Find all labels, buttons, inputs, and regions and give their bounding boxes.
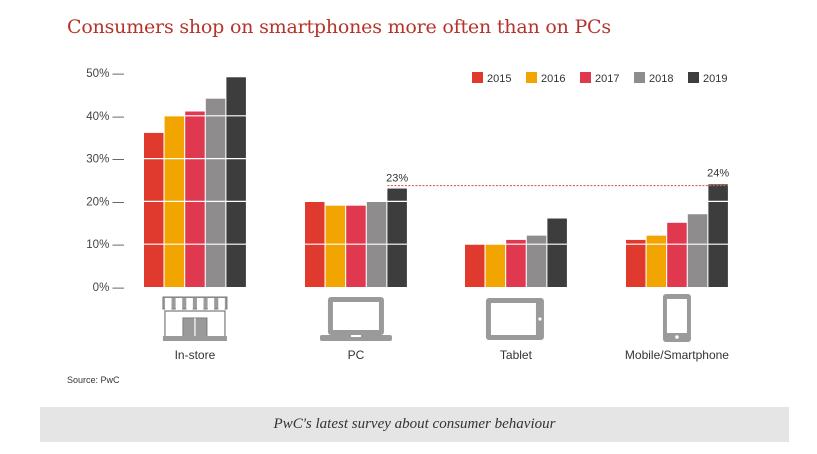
bar-chart: 0% — 10% — 20% — 30% — 40% — 50% — 23% 24% 2015 2… [86,68,729,362]
y-tick-label: 30% — [86,154,124,166]
y-tick-label: 10% — [86,239,124,251]
bar-2019-1 [387,188,407,287]
bar-2016-2 [485,244,506,287]
bar-2015-0 [144,132,164,287]
caption-bar: PwC's latest survey about consumer behav… [40,407,789,442]
bar-2016-3 [646,235,667,287]
legend-swatch-2015 [472,72,483,83]
legend-swatch-2016 [526,72,537,83]
x-category-label: In-store [175,348,216,362]
store-icon [162,296,228,341]
y-tick-label: 40% — [86,111,124,123]
legend-swatch-2018 [634,72,645,83]
bar-2018-2 [526,235,547,287]
y-tick-label: 0% — [93,282,125,294]
legend-label: 2015 [487,73,511,85]
chart-title: Consumers shop on smartphones more often… [67,16,611,38]
x-category-label: PC [348,348,365,362]
y-tick-label: 20% — [86,196,124,208]
x-category-label: Tablet [500,348,533,362]
y-tick-label: 50% — [86,68,124,80]
image-caption: PwC's latest survey about consumer behav… [273,416,556,432]
bar-2015-2 [465,244,485,287]
source-note: Source: PwC [67,375,120,385]
x-category-label: Mobile/Smartphone [625,348,729,362]
bar-2018-3 [687,214,708,287]
bar-2018-0 [205,98,226,288]
laptop-icon [319,297,392,341]
bar-2016-1 [325,205,346,287]
legend-label: 2017 [595,73,619,85]
bar-2019-0 [226,77,246,287]
bar-2017-3 [667,222,687,287]
legend-label: 2019 [703,73,727,85]
data-label: 24% [707,167,729,179]
bar-2019-2 [547,218,567,287]
legend-swatch-2019 [688,72,699,83]
bar-2017-2 [506,239,526,287]
legend-swatch-2017 [580,72,591,83]
data-label: 23% [386,173,408,185]
bar-2017-1 [346,205,366,287]
smartphone-icon [662,294,691,342]
bar-2019-3 [708,184,728,287]
tablet-icon [485,298,544,340]
bar-2015-3 [626,239,646,287]
bar-2017-0 [185,111,205,288]
legend-label: 2018 [649,73,673,85]
legend-label: 2016 [541,73,565,85]
